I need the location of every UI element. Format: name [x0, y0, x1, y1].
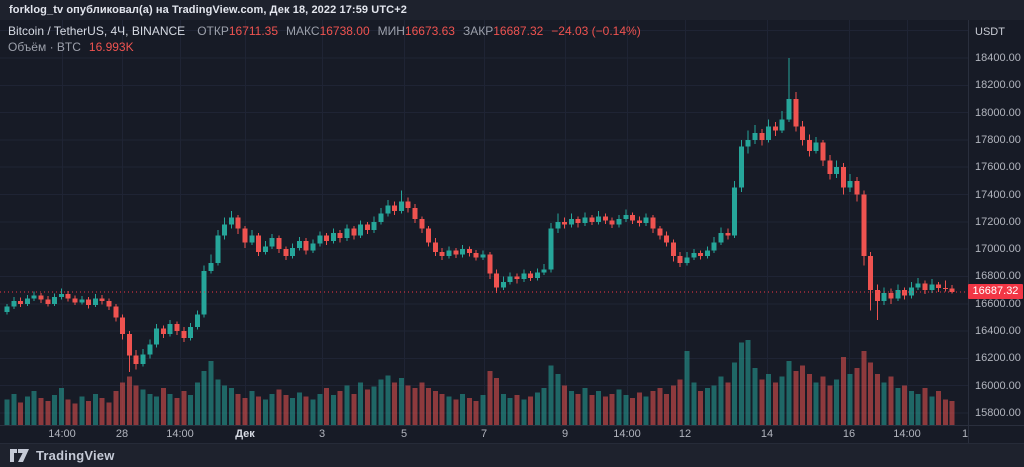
tradingview-brand[interactable]: TradingView — [36, 448, 115, 463]
price-tick: 17800.00 — [975, 133, 1021, 146]
open-label: ОТКР — [197, 24, 229, 38]
time-tick: Дек — [235, 428, 255, 440]
high-value: 16738.00 — [319, 24, 370, 38]
time-tick: 28 — [115, 428, 129, 440]
chart-legend: Bitcoin / TetherUS, 4Ч, BINANCE ОТКР 1671… — [8, 23, 641, 55]
price-tick: 16000.00 — [975, 379, 1021, 392]
volume-row: Объём · BTC 16.993K — [8, 39, 641, 55]
chart-canvas[interactable] — [0, 0, 1024, 443]
currency-label: USDT — [975, 26, 1005, 38]
price-tick: 18200.00 — [975, 79, 1021, 92]
price-tick: 17400.00 — [975, 188, 1021, 201]
time-tick: 14:00 — [893, 428, 921, 440]
price-tick: 17000.00 — [975, 243, 1021, 256]
low-label: МИН — [377, 24, 405, 38]
time-tick: 14:00 — [613, 428, 641, 440]
price-tick: 16600.00 — [975, 297, 1021, 310]
price-tick: 16800.00 — [975, 270, 1021, 283]
time-tick: 14:00 — [166, 428, 194, 440]
time-tick: 14 — [760, 428, 774, 440]
share-header-text: forklog_tv опубликовал(а) на TradingView… — [9, 4, 407, 16]
high-label: МАКС — [286, 24, 320, 38]
time-tick: 1 — [961, 428, 969, 440]
volume-value: 16.993K — [88, 40, 134, 54]
close-value: 16687.32 — [493, 24, 544, 38]
share-header: forklog_tv опубликовал(а) на TradingView… — [0, 0, 1024, 20]
time-tick: 16 — [842, 428, 856, 440]
price-axis[interactable]: USDT 18400.00 18200.00 18000.00 17800.00 176… — [968, 20, 1024, 443]
price-tick: 17200.00 — [975, 215, 1021, 228]
time-axis[interactable]: 14:00 28 14:00 Дек 3 5 7 9 14:00 12 14 16 14:00 1 — [0, 426, 1024, 443]
time-tick: 3 — [318, 428, 326, 440]
footer-bar: TradingView — [0, 443, 1024, 467]
price-tick: 15800.00 — [975, 406, 1021, 419]
symbol-title: Bitcoin / TetherUS, 4Ч, BINANCE — [8, 24, 186, 38]
price-tick: 18000.00 — [975, 106, 1021, 119]
open-value: 16711.35 — [228, 24, 279, 38]
price-tick: 16200.00 — [975, 352, 1021, 365]
volume-label: Объём · BTC — [8, 40, 81, 54]
time-tick: 5 — [400, 428, 408, 440]
price-tick: 17600.00 — [975, 161, 1021, 174]
price-tick: 18400.00 — [975, 52, 1021, 64]
low-value: 16673.63 — [404, 24, 455, 38]
time-tick: 12 — [678, 428, 692, 440]
time-tick: 14:00 — [48, 428, 76, 440]
symbol-row: Bitcoin / TetherUS, 4Ч, BINANCE ОТКР 1671… — [8, 23, 641, 39]
last-price-label: 16687.32 — [968, 284, 1023, 300]
time-tick: 9 — [561, 428, 569, 440]
tradingview-logo-icon[interactable] — [10, 449, 29, 462]
price-tick: 16400.00 — [975, 325, 1021, 338]
change-value: −24.03 (−0.14%) — [551, 24, 641, 38]
close-label: ЗАКР — [462, 24, 494, 38]
time-tick: 7 — [480, 428, 488, 440]
